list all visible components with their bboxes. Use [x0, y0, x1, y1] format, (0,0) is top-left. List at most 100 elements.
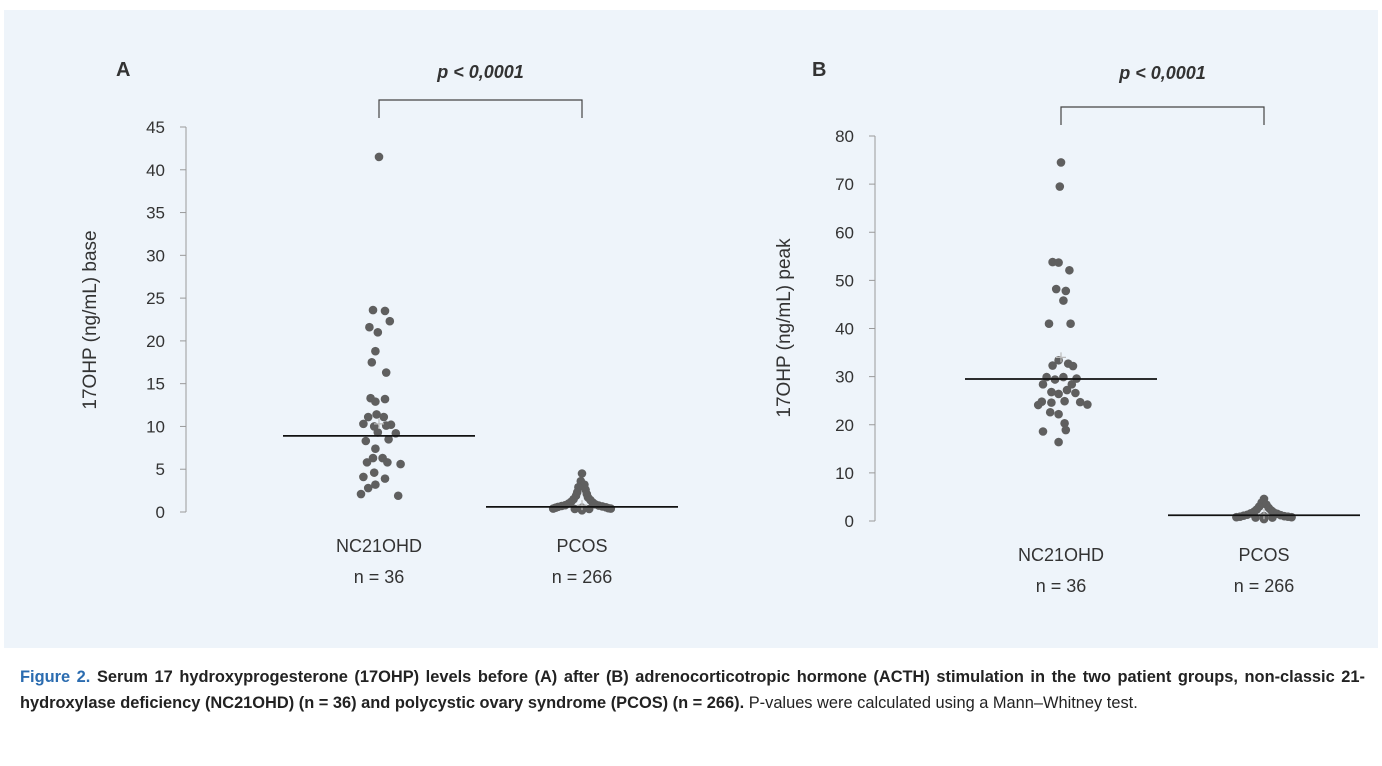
panel-a-data-point — [362, 458, 372, 467]
panel-a-data-point — [363, 483, 373, 493]
panel-b-tick-label: 70 — [835, 175, 854, 194]
figure-chart-area: A 0 5 10 15 20 25 30 35 40 45 17OHP (ng/mL) base p <… — [80, 59, 1360, 596]
panel-b-category-label: PCOS — [1238, 545, 1289, 565]
panel-a-data-point — [379, 412, 389, 422]
panel-a-data-point — [393, 491, 403, 501]
panel-a-tick-label: 45 — [146, 118, 165, 137]
panel-b-category-n: n = 266 — [1234, 576, 1295, 596]
panel-a-data-point — [369, 468, 379, 477]
panel-a-data-point — [367, 357, 377, 367]
panel-b-data-point — [1051, 284, 1061, 294]
panel-b-tick-label: 0 — [845, 512, 854, 531]
panel-b-data-point — [1062, 385, 1072, 395]
panel-b-data-point — [1045, 407, 1055, 417]
panel-a-data-point — [359, 472, 368, 482]
panel-b-data-point — [1048, 361, 1057, 370]
panel-a-data-point — [359, 419, 368, 429]
panel-a-data-point — [380, 306, 390, 316]
caption-title: Serum 17 hydroxyprogesterone (17OHP) lev… — [20, 668, 1365, 712]
panel-a-label: A — [116, 59, 130, 81]
panel-a-mean-marker — [374, 418, 384, 429]
panel-b-data-point — [1054, 258, 1063, 267]
panel-b-data-point — [1060, 419, 1069, 428]
panel-a-data-point — [361, 436, 371, 446]
panel-a-data-point — [381, 368, 391, 377]
panel-a-data-point — [365, 322, 374, 332]
panel-b-data-point — [1068, 361, 1078, 371]
panel-a-tick-label: 35 — [146, 204, 165, 223]
panel-a-data-point — [606, 504, 616, 513]
panel-a-data-point — [380, 394, 390, 404]
panel-b-mean-marker — [1056, 352, 1066, 363]
panel-b-p-value: p < 0,0001 — [1118, 63, 1206, 83]
panel-b-data-point — [1075, 397, 1085, 407]
panel-a-tick-label: 0 — [156, 503, 165, 522]
caption-body: P-values were calculated using a Mann–Wh… — [748, 694, 1138, 712]
panel-b-data-point — [1059, 296, 1068, 305]
figure-panel — [4, 10, 1378, 648]
panel-a-mean-marker — [577, 500, 587, 511]
panel-a-data-point — [356, 489, 366, 499]
panel-b-data-point — [1044, 319, 1054, 328]
panel-a-tick-label: 40 — [146, 161, 165, 180]
panel-a-tick-label: 30 — [146, 246, 165, 265]
panel-b-category-label: NC21OHD — [1018, 545, 1104, 565]
panel-b-data-point — [1054, 389, 1063, 399]
panel-a-data-point — [373, 328, 383, 337]
panel-a-data-point — [371, 444, 380, 453]
panel-a-category-n: n = 36 — [354, 567, 405, 587]
panel-b-data-point — [1047, 398, 1056, 407]
panel-b-tick-label: 50 — [835, 271, 854, 290]
panel-b-data-point — [1038, 380, 1048, 389]
panel-a-data-point — [371, 480, 380, 489]
panel-a-data-point — [383, 458, 392, 467]
panel-b-data-point — [1059, 372, 1068, 382]
panel-b-data-point — [1038, 427, 1048, 436]
panel-a-data-point — [372, 410, 381, 419]
panel-b-tick-label: 30 — [835, 368, 854, 387]
panel-a-data-point — [373, 428, 383, 437]
panel-b-tick-label: 40 — [835, 320, 854, 339]
panel-b-tick-label: 80 — [835, 127, 854, 146]
panel-a-data-point — [363, 412, 373, 422]
panel-b-y-axis-label: 17OHP (ng/mL) peak — [774, 238, 795, 418]
panel-a-tick-label: 25 — [146, 289, 165, 308]
panel-b-tick-label: 20 — [835, 416, 854, 435]
panel-a-data-point — [577, 505, 587, 515]
panel-a-data-point — [577, 469, 587, 478]
panel-b-mean-marker — [1259, 509, 1269, 520]
caption-label: Figure 2. — [20, 668, 91, 686]
panel-a-data-point — [381, 421, 391, 430]
panel-a-data-point — [368, 453, 378, 463]
panel-a-data-point — [371, 397, 380, 406]
panel-a-tick-label: 10 — [146, 417, 165, 436]
panel-b-category-n: n = 36 — [1036, 576, 1087, 596]
panel-b-data-point — [1061, 286, 1071, 296]
panel-b-tick-label: 10 — [835, 464, 854, 483]
panel-b-label: B — [812, 59, 826, 81]
panel-b-significance-bracket — [1060, 106, 1265, 125]
panel-a-data-point — [374, 152, 384, 162]
panel-a-category-label: NC21OHD — [336, 536, 422, 556]
panel-a-p-value: p < 0,0001 — [436, 62, 524, 82]
panel-a-data-point — [385, 316, 395, 326]
panel-b-data-point — [1232, 512, 1241, 522]
panel-a-tick-label: 20 — [146, 332, 165, 351]
panel-b-data-point — [1066, 319, 1075, 328]
panel-b-data-point — [1065, 265, 1074, 275]
panel-a-tick-label: 5 — [156, 460, 165, 479]
panel-a-data-point — [396, 459, 405, 469]
panel-a-data-point — [380, 474, 390, 483]
panel-a-category-n: n = 266 — [552, 567, 613, 587]
panel-b-data-point — [1060, 396, 1069, 406]
panel-b-data-point — [1047, 387, 1056, 397]
panel-b-tick-label: 60 — [835, 223, 854, 242]
panel-b-data-point — [1061, 425, 1071, 435]
panel-b-data-point — [1055, 182, 1065, 191]
panel-b-data-point — [1067, 380, 1077, 389]
panel-a-data-point — [548, 504, 558, 513]
panel-b-data-point — [1054, 437, 1063, 447]
panel-a-tick-label: 15 — [146, 375, 165, 394]
panel-b-data-point — [1071, 388, 1080, 398]
panel-b-data-point — [1083, 400, 1092, 409]
